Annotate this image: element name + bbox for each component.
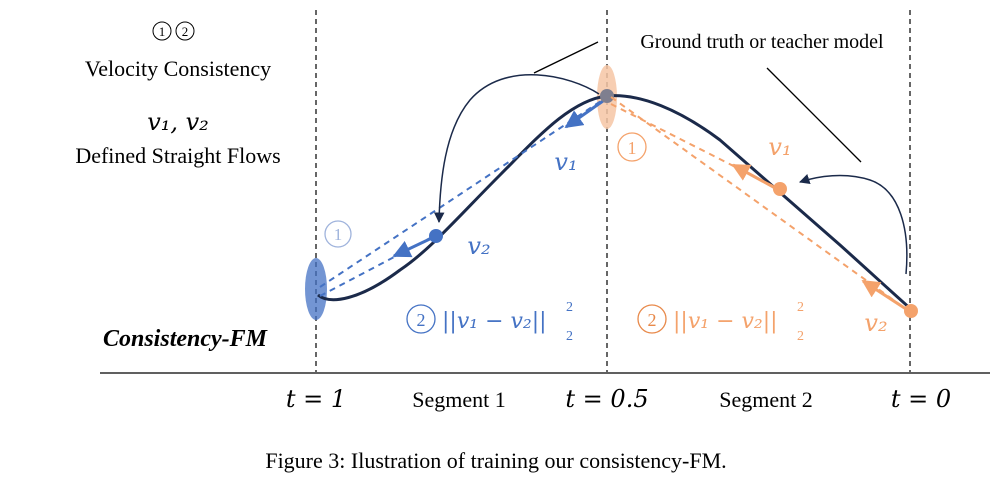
segment2-loss-sub: 2: [797, 329, 804, 344]
segment2-end-point: [904, 304, 918, 318]
segment1-marker-1-circle: [324, 220, 352, 248]
axis-segment2: Segment 2: [719, 387, 813, 412]
legend-velocity-consistency: Velocity Consistency: [85, 56, 271, 81]
segment1-loss: ||v₁ − v₂||: [442, 309, 547, 334]
segment2-mid-point: [773, 182, 787, 196]
segment1-v2-label: v₂: [467, 232, 490, 260]
segment1-mid-point: [429, 229, 443, 243]
segment2-v1-label: v₁: [768, 133, 791, 161]
legend-defined-straight-flows: Defined Straight Flows: [75, 143, 280, 168]
legend-marker-2: 2: [182, 24, 189, 39]
ground-truth-label: Ground truth or teacher model: [640, 31, 884, 53]
segment2-marker-2: 2: [648, 310, 657, 330]
figure-caption: Figure 3: Ilustration of training our co…: [265, 448, 726, 473]
segment2-v2-arrow: [861, 279, 907, 311]
endpoint-ellipse-t1: [305, 258, 327, 320]
segment2-marker-2-circle: [637, 304, 667, 334]
legend-v1v2: v₁, v₂: [147, 108, 209, 136]
segment2-straight-flow-a: [610, 96, 907, 310]
segment1-marker-1: 1: [334, 225, 343, 244]
axis-t1: t = 1: [286, 385, 346, 413]
segment1-marker-2-circle: [406, 304, 436, 334]
legend-marker-1-circle: [152, 21, 172, 41]
segment2-loss: ||v₁ − v₂||: [673, 309, 778, 334]
segment1-loss-sup: 2: [566, 300, 573, 315]
segment1-sampling-arrow: [433, 73, 600, 224]
trajectory-curve: [317, 94, 913, 312]
segment2-loss-sup: 2: [797, 300, 804, 315]
ground-truth-leader-right: [766, 67, 862, 163]
legend: 1 2 Velocity Consistency v₁, v₂ Defined …: [75, 21, 281, 352]
ground-truth-leader-left: [533, 41, 599, 74]
segment2-marker-1-circle: [617, 132, 647, 162]
segment1-v2-arrow: [392, 235, 435, 258]
segment1-v1-arrow: [564, 99, 604, 129]
axis-t0: t = 0: [891, 385, 951, 413]
legend-marker-1: 1: [159, 24, 166, 39]
legend-method-name: Consistency-FM: [103, 326, 269, 352]
segment1-loss-sub: 2: [566, 329, 573, 344]
segment2-marker-1: 1: [628, 138, 637, 158]
segment1-v1-label: v₁: [554, 148, 577, 176]
segment2-v2-label: v₂: [864, 309, 887, 337]
segment1-straight-flow-a: [319, 98, 605, 288]
axis-t05: t = 0.5: [565, 385, 648, 413]
legend-marker-2-circle: [175, 21, 195, 41]
segment2-sampling-arrow: [799, 174, 908, 275]
axis-segment1: Segment 1: [412, 387, 506, 412]
segment1-marker-2: 2: [417, 310, 426, 330]
segment1-start-point: [600, 89, 614, 103]
segment2-v1-arrow: [731, 163, 778, 191]
